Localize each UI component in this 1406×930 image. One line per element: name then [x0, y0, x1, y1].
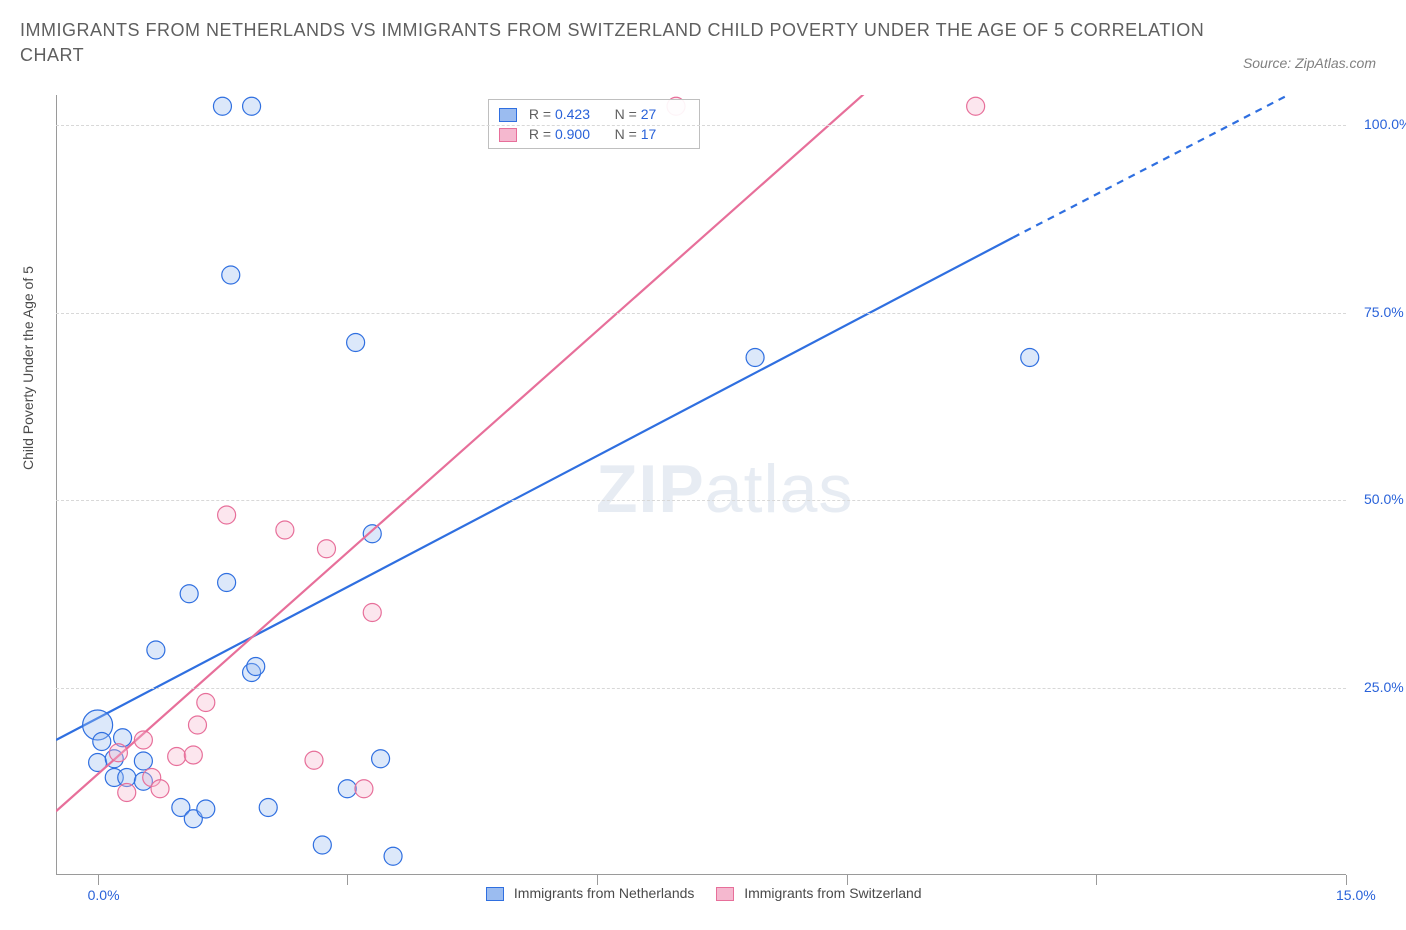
y-tick-label: 25.0% — [1364, 679, 1404, 695]
data-point-switzerland — [218, 506, 236, 524]
data-point-netherlands — [338, 780, 356, 798]
trend-line-dashed-netherlands — [1013, 65, 1346, 238]
data-point-netherlands — [746, 349, 764, 367]
chart-title: IMMIGRANTS FROM NETHERLANDS VS IMMIGRANT… — [20, 18, 1206, 68]
chart-svg — [56, 95, 1346, 875]
chart-title-area: IMMIGRANTS FROM NETHERLANDS VS IMMIGRANT… — [20, 18, 1206, 68]
data-point-switzerland — [276, 521, 294, 539]
data-point-netherlands — [222, 266, 240, 284]
data-point-netherlands — [363, 525, 381, 543]
y-tick-label: 75.0% — [1364, 304, 1404, 320]
data-point-netherlands — [243, 97, 261, 115]
y-axis-label: Child Poverty Under the Age of 5 — [20, 266, 36, 470]
data-point-switzerland — [188, 716, 206, 734]
r-label: R = — [529, 126, 551, 142]
data-point-netherlands — [372, 750, 390, 768]
data-point-netherlands — [384, 847, 402, 865]
data-point-netherlands — [213, 97, 231, 115]
legend-row-netherlands: R = 0.423 N = 27 — [499, 104, 689, 124]
data-point-netherlands — [180, 585, 198, 603]
x-tick-label: 0.0% — [88, 887, 120, 903]
data-point-switzerland — [151, 780, 169, 798]
data-point-netherlands — [313, 836, 331, 854]
series-legend: Immigrants from Netherlands Immigrants f… — [468, 885, 922, 901]
y-tick-label: 50.0% — [1364, 491, 1404, 507]
n-label: N = — [615, 106, 637, 122]
swatch-switzerland — [499, 128, 517, 142]
r-value-switzerland: 0.900 — [555, 124, 603, 144]
gridline-h — [56, 313, 1346, 314]
data-point-switzerland — [168, 748, 186, 766]
x-tick — [1096, 875, 1097, 885]
x-tick-label: 15.0% — [1336, 887, 1376, 903]
correlation-legend: R = 0.423 N = 27 R = 0.900 N = 17 — [488, 99, 700, 149]
plot-area: ZIPatlas R = 0.423 N = 27 R = 0.900 N = … — [56, 95, 1346, 875]
n-value-netherlands: 27 — [641, 104, 689, 124]
data-point-netherlands — [259, 799, 277, 817]
r-value-netherlands: 0.423 — [555, 104, 603, 124]
legend-row-switzerland: R = 0.900 N = 17 — [499, 124, 689, 144]
y-tick-label: 100.0% — [1364, 116, 1406, 132]
x-tick — [98, 875, 99, 885]
data-point-switzerland — [355, 780, 373, 798]
x-tick — [347, 875, 348, 885]
data-point-switzerland — [967, 97, 985, 115]
data-point-switzerland — [184, 746, 202, 764]
gridline-h — [56, 125, 1346, 126]
data-point-netherlands — [147, 641, 165, 659]
n-value-switzerland: 17 — [641, 124, 689, 144]
x-tick — [1346, 875, 1347, 885]
data-point-netherlands — [218, 574, 236, 592]
swatch-netherlands-bottom — [486, 887, 504, 901]
gridline-h — [56, 500, 1346, 501]
swatch-switzerland-bottom — [716, 887, 734, 901]
r-label: R = — [529, 106, 551, 122]
data-point-switzerland — [363, 604, 381, 622]
data-point-netherlands — [134, 752, 152, 770]
x-tick — [847, 875, 848, 885]
data-point-switzerland — [134, 731, 152, 749]
data-point-netherlands — [247, 658, 265, 676]
data-point-switzerland — [118, 784, 136, 802]
source-attribution: Source: ZipAtlas.com — [1243, 55, 1376, 71]
x-tick — [597, 875, 598, 885]
data-point-netherlands — [347, 334, 365, 352]
series-label-switzerland: Immigrants from Switzerland — [744, 885, 921, 901]
data-point-switzerland — [305, 751, 323, 769]
n-label: N = — [615, 126, 637, 142]
data-point-switzerland — [317, 540, 335, 558]
gridline-h — [56, 688, 1346, 689]
data-point-switzerland — [109, 744, 127, 762]
series-label-netherlands: Immigrants from Netherlands — [514, 885, 695, 901]
swatch-netherlands — [499, 108, 517, 122]
trend-line-switzerland — [56, 65, 897, 811]
data-point-netherlands — [197, 800, 215, 818]
data-point-switzerland — [197, 694, 215, 712]
data-point-netherlands — [1021, 349, 1039, 367]
data-point-netherlands — [93, 733, 111, 751]
